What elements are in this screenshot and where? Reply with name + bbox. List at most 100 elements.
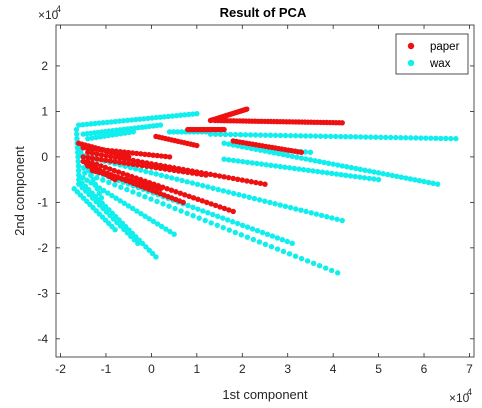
data-point-wax [293,206,299,212]
data-point-paper [107,158,114,164]
data-point-wax [118,184,124,190]
data-point-wax [145,115,151,122]
data-point-wax [282,132,289,139]
data-point-paper [109,148,115,154]
x-axis-ticks: -2 -1 0 1 2 3 4 5 6 7 [55,25,473,376]
data-point-wax [324,213,330,220]
data-point-wax [117,198,123,204]
data-point-wax [339,217,345,224]
data-point-wax [337,133,344,140]
data-point-wax [274,235,281,241]
data-point-wax [118,131,124,137]
data-point-wax [82,188,89,194]
data-point-wax [286,165,293,171]
data-point-wax [339,163,345,169]
data-point-wax [105,132,112,139]
data-point-wax [329,215,335,221]
data-point-paper [221,174,227,180]
data-point-paper [101,147,107,153]
data-point-paper [98,156,105,163]
data-point-wax [137,116,143,122]
data-point-wax [239,222,246,229]
data-point-wax [310,260,317,267]
data-point-wax [200,182,206,189]
data-point-wax [398,174,404,180]
data-point-wax [90,176,96,183]
data-point-paper [212,172,218,178]
data-point-wax [375,170,382,176]
data-point-wax [443,135,449,142]
data-point-wax [124,186,130,193]
data-point-paper [217,204,223,210]
data-point-wax [92,120,98,127]
data-point-wax [79,184,85,191]
data-point-wax [412,177,418,183]
data-point-wax [361,175,368,181]
data-point-wax [384,171,391,178]
data-point-wax [317,133,324,139]
data-point-wax [262,198,268,204]
data-point-wax [143,168,149,175]
data-point-wax [143,244,149,250]
data-point-wax [269,233,276,239]
plot-area-box [55,24,475,358]
data-point-wax [157,122,164,128]
data-point-wax [121,200,128,207]
data-point-paper [111,167,117,174]
y-tick-label: 2 [41,59,48,73]
data-point-wax [282,164,288,170]
data-point-wax [97,134,103,140]
chart-title: Result of PCA [220,5,307,20]
legend-box [395,33,469,75]
data-point-paper [221,126,227,133]
data-point-wax [110,216,117,222]
data-point-wax [357,166,364,173]
data-point-wax [210,211,216,218]
data-point-paper [113,148,119,154]
data-point-wax [194,110,200,117]
data-point-wax [121,226,127,233]
data-point-wax [448,135,454,142]
data-point-paper [164,186,170,192]
x-tick-label: -2 [55,362,66,376]
data-point-wax [453,136,459,142]
data-point-wax [380,171,386,177]
data-point-paper [80,145,86,151]
data-point-paper [186,193,192,200]
data-point-paper [126,156,132,163]
data-point-paper [115,169,122,175]
data-point-paper [117,148,123,155]
data-point-wax [315,168,321,175]
data-point-paper [168,187,175,193]
data-point-wax [131,237,138,243]
data-point-wax [88,121,94,127]
data-point-wax [73,126,80,133]
data-point-wax [425,179,432,186]
data-point-wax [165,113,172,120]
data-point-paper [225,174,232,181]
data-point-wax [205,210,211,216]
data-point-wax [302,149,309,155]
data-point-paper [257,180,264,187]
data-point-paper [262,181,268,187]
data-point-wax [153,254,159,260]
data-point-wax [130,129,136,135]
data-point-wax [292,253,299,259]
data-point-wax [280,248,287,255]
data-point-wax [302,133,309,139]
data-point-wax [124,117,131,124]
data-point-paper [102,164,109,171]
data-point-paper [221,205,228,212]
data-point-wax [170,129,177,135]
data-point-wax [316,158,323,165]
data-point-paper [85,154,91,161]
data-point-paper [84,145,91,151]
data-point-wax [114,131,120,138]
data-point-paper [150,152,156,158]
x-tick-label: 6 [421,362,428,376]
data-point-paper [121,160,127,166]
data-point-wax [318,212,325,219]
data-point-paper [162,153,169,160]
data-point-wax [214,222,220,228]
data-point-paper [175,168,182,174]
